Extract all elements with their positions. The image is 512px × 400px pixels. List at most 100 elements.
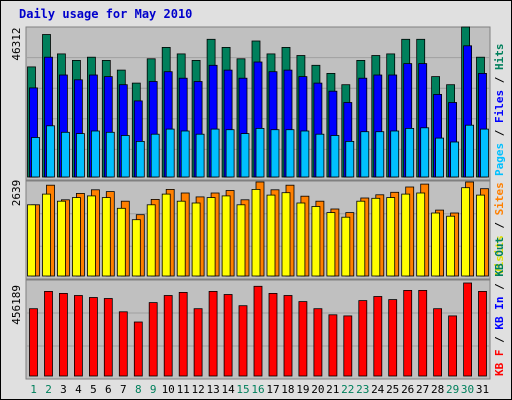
legend-kbout: KB Out xyxy=(493,237,506,277)
bar-pages xyxy=(390,130,400,178)
bar-kb xyxy=(403,289,413,377)
bar-kb xyxy=(388,299,398,377)
legend-middle: Visits / Sites xyxy=(493,182,506,275)
day-label: 26 xyxy=(401,383,414,396)
bar-visits xyxy=(461,187,471,277)
bar-visits xyxy=(356,200,366,277)
bar-kb xyxy=(268,292,278,377)
bar-visits xyxy=(206,197,216,277)
bar-kb xyxy=(358,300,368,377)
day-label: 27 xyxy=(416,383,429,396)
svg-text:Visits / Sites: Visits / Sites xyxy=(493,182,506,275)
bar-pages xyxy=(435,137,445,178)
bar-visits xyxy=(161,193,171,277)
bar-visits xyxy=(431,212,441,277)
bar-pages xyxy=(360,131,370,178)
day-label: 18 xyxy=(281,383,294,396)
bar-pages xyxy=(31,137,40,178)
bar-pages xyxy=(300,130,310,178)
day-label: 8 xyxy=(135,383,142,396)
bar-visits xyxy=(176,200,186,277)
bar-visits xyxy=(42,193,51,277)
bar-pages xyxy=(240,133,250,178)
day-label: 10 xyxy=(162,383,175,396)
bar-kb xyxy=(253,285,263,377)
day-label: 29 xyxy=(446,383,459,396)
day-label: 28 xyxy=(431,383,444,396)
bar-pages xyxy=(195,133,205,178)
day-label: 19 xyxy=(296,383,309,396)
legend-hits: Hits xyxy=(493,44,506,71)
bar-kb xyxy=(433,308,443,377)
day-label: 22 xyxy=(341,383,354,396)
bar-pages xyxy=(375,131,385,178)
bar-kb xyxy=(89,297,98,377)
bar-kb xyxy=(298,301,308,377)
bar-kb xyxy=(448,315,458,377)
legend-pages: Pages xyxy=(493,143,506,176)
bar-pages xyxy=(345,140,355,178)
x-axis-day-labels: 1 2 3 4 5 6 7 8 9 10 11 12 13 14 15 16 17 18 19 20 21 22 23 24 2… xyxy=(30,383,489,396)
bar-kb xyxy=(59,292,68,377)
max-label-bottom: 456189 xyxy=(10,285,23,325)
bar-kb xyxy=(283,295,293,377)
bar-kb xyxy=(343,315,353,377)
bar-visits xyxy=(476,194,485,277)
bar-pages xyxy=(180,130,190,178)
bar-kb xyxy=(238,305,248,377)
day-label: 14 xyxy=(221,383,235,396)
bar-visits xyxy=(251,188,261,277)
day-label: 16 xyxy=(251,383,264,396)
bar-pages xyxy=(405,127,415,178)
bar-kb xyxy=(328,314,338,377)
legend-bottom: KB F / KB In / KB Out xyxy=(493,237,506,376)
bar-pages xyxy=(61,131,70,178)
bar-kb xyxy=(148,302,158,377)
bar-pages xyxy=(270,129,280,178)
day-label: 20 xyxy=(311,383,324,396)
bar-pages xyxy=(120,135,130,178)
svg-text:Pages / Files / Hits: Pages / Files / Hits xyxy=(493,44,506,177)
day-label: 1 xyxy=(30,383,37,396)
day-label: 13 xyxy=(206,383,219,396)
bar-pages xyxy=(225,129,235,178)
bar-pages xyxy=(450,141,460,178)
max-label-top: 46312 xyxy=(10,27,23,60)
bar-visits xyxy=(131,219,141,277)
bar-pages xyxy=(105,131,115,178)
day-label: 3 xyxy=(60,383,67,396)
legend-top: Pages / Files / Hits xyxy=(493,44,506,177)
bar-visits xyxy=(27,204,36,277)
bar-pages xyxy=(91,130,100,178)
bar-visits xyxy=(101,197,111,277)
bar-kb xyxy=(463,282,473,377)
bars-top xyxy=(27,26,489,178)
day-label: 15 xyxy=(236,383,249,396)
bar-visits xyxy=(146,204,156,277)
bar-pages xyxy=(315,133,325,178)
day-label: 2 xyxy=(45,383,52,396)
bar-pages xyxy=(255,127,265,178)
bar-pages xyxy=(135,140,145,178)
bar-visits xyxy=(116,207,126,277)
day-label: 4 xyxy=(75,383,82,396)
chart-title: Daily usage for May 2010 xyxy=(19,7,193,21)
bar-kb xyxy=(133,321,143,377)
bar-kb xyxy=(193,308,203,377)
day-label: 30 xyxy=(461,383,474,396)
bar-pages xyxy=(165,128,175,178)
legend-visits: Visits xyxy=(493,235,506,275)
svg-text:KB F / KB In / KB Out: KB F / KB In / KB Out xyxy=(493,237,506,376)
bar-visits xyxy=(266,194,276,277)
bar-kb xyxy=(223,294,233,377)
day-label: 17 xyxy=(266,383,279,396)
bar-visits xyxy=(236,204,246,277)
bar-visits xyxy=(416,192,426,277)
bar-pages xyxy=(330,135,340,178)
day-label: 9 xyxy=(150,383,157,396)
bar-pages xyxy=(210,128,220,178)
bar-kb xyxy=(118,311,128,377)
bar-visits xyxy=(57,200,66,277)
bar-visits xyxy=(326,212,336,277)
